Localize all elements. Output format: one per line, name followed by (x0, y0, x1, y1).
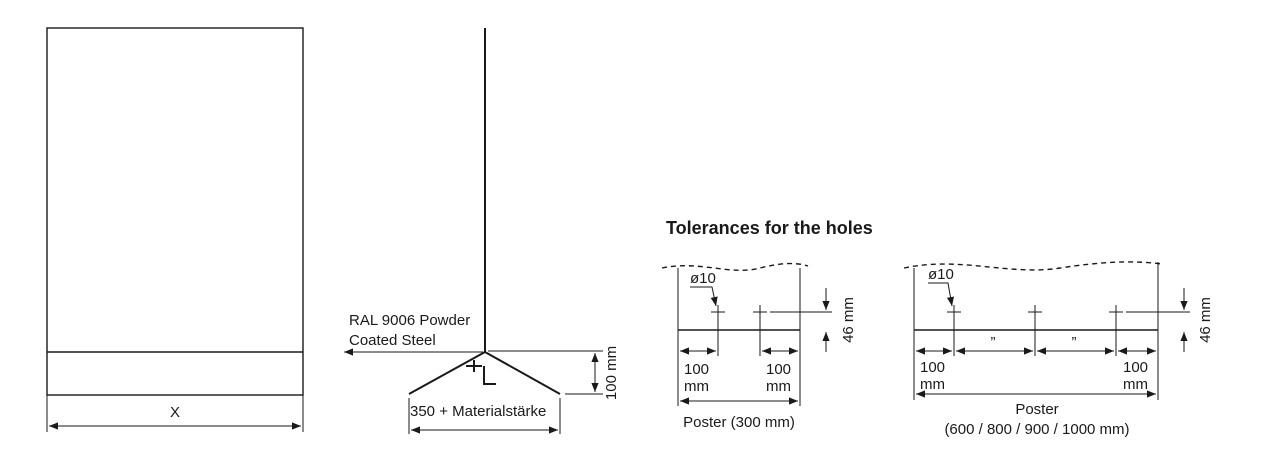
large-hole-left (947, 305, 961, 319)
small-right-offset-line2: mm (766, 378, 791, 395)
leg-left (408, 351, 486, 395)
large-poster-detail: ø10 46 mm ” ” 100 mm 100 mm Poster (600 … (903, 261, 1214, 438)
material-label-line2: Coated Steel (349, 332, 436, 349)
small-poster-label: Poster (300 mm) (683, 414, 795, 431)
base-label: 350 + Materialstärke (410, 403, 546, 420)
large-hole-right (1109, 305, 1123, 319)
stand-outline (46, 27, 304, 396)
height-label: 100 mm (603, 346, 620, 400)
small-break-line (661, 262, 809, 271)
side-view: RAL 9006 Powder Coated Steel 100 mm 350 … (344, 28, 620, 434)
large-left-offset-line2: mm (920, 376, 945, 393)
small-right-offset-line1: 100 (766, 361, 791, 378)
large-poster-label-line2: (600 / 800 / 900 / 1000 mm) (944, 421, 1129, 438)
small-left-offset-line1: 100 (684, 361, 709, 378)
small-hole-label: ø10 (690, 270, 716, 287)
small-poster-detail: ø10 46 mm 100 mm 100 mm Poster (300 mm) (661, 262, 857, 431)
leg-right (484, 351, 561, 395)
front-view: X (46, 27, 304, 432)
large-break-line (903, 261, 1163, 271)
large-hole-middle (1028, 305, 1042, 319)
small-left-offset-line2: mm (684, 378, 709, 395)
large-ditto-2: ” (1072, 334, 1077, 351)
large-right-offset-line2: mm (1123, 376, 1148, 393)
small-hole-pointer (690, 286, 718, 307)
large-hole-label: ø10 (928, 266, 954, 283)
large-poster-label-line1: Poster (1015, 401, 1058, 418)
large-hole-pointer (928, 282, 955, 307)
large-right-offset-line1: 100 (1123, 359, 1148, 376)
large-ditto-1: ” (991, 334, 996, 351)
small-depth-label: 46 mm (840, 297, 857, 343)
width-label: X (170, 404, 180, 421)
bracket (466, 360, 496, 385)
large-depth-label: 46 mm (1197, 297, 1214, 343)
large-left-offset-line1: 100 (920, 359, 945, 376)
small-hole-right (753, 305, 767, 319)
small-hole-left (711, 305, 725, 319)
material-label-line1: RAL 9006 Powder (349, 312, 470, 329)
tolerances-title: Tolerances for the holes (666, 218, 873, 238)
